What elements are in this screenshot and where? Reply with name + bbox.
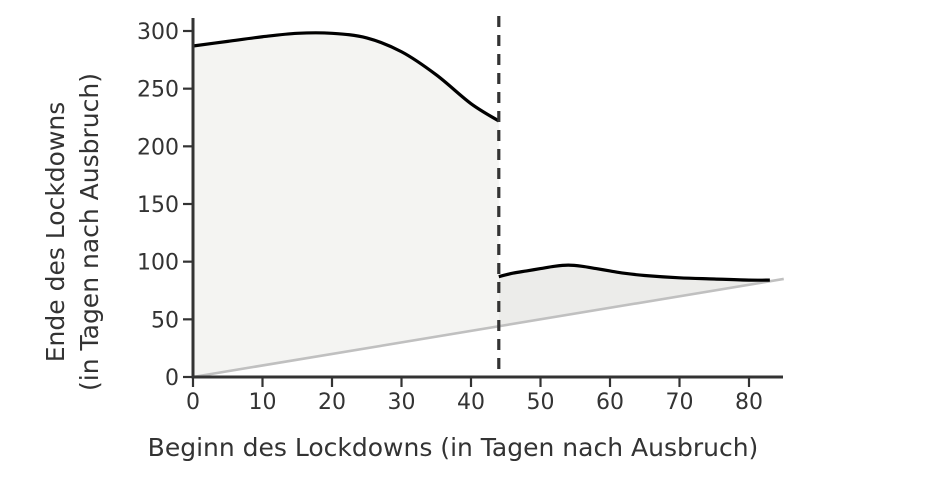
tick-marks bbox=[183, 29, 751, 387]
x-tick-label-20: 20 bbox=[318, 390, 346, 415]
shaded-regions bbox=[193, 32, 770, 378]
shaded-region-1 bbox=[193, 32, 499, 378]
diagonal-reference bbox=[192, 277, 784, 379]
curve-1 bbox=[192, 31, 500, 123]
y-axis-title-line-2: (in Tagen nach Ausbruch) bbox=[75, 73, 104, 391]
diagonal-line bbox=[192, 277, 784, 379]
x-tick-label-80: 80 bbox=[735, 390, 763, 415]
y-tick-label-0: 0 bbox=[165, 366, 179, 391]
y-tick-label-200: 200 bbox=[137, 135, 179, 160]
x-tick-label-40: 40 bbox=[457, 390, 485, 415]
y-tick-label-300: 300 bbox=[137, 20, 179, 45]
x-axis-title: Beginn des Lockdowns (in Tagen nach Ausb… bbox=[148, 433, 759, 462]
curve-lines bbox=[192, 31, 770, 282]
x-tick-label-60: 60 bbox=[596, 390, 624, 415]
shaded-region-2 bbox=[498, 265, 770, 327]
y-tick-label-50: 50 bbox=[151, 308, 179, 333]
x-tick-label-50: 50 bbox=[527, 390, 555, 415]
x-tick-label-30: 30 bbox=[388, 390, 416, 415]
axis-labels: 0 50 100 150 200 250 300 0 10 20 30 40 50 60 70 80 Begin… bbox=[41, 20, 763, 462]
y-tick-label-250: 250 bbox=[137, 78, 179, 103]
x-tick-label-70: 70 bbox=[666, 390, 694, 415]
x-tick-label-10: 10 bbox=[249, 390, 277, 415]
y-tick-label-150: 150 bbox=[137, 193, 179, 218]
curve-2 bbox=[498, 263, 770, 282]
x-tick-label-0: 0 bbox=[186, 390, 200, 415]
y-axis-title-line-1: Ende des Lockdowns bbox=[41, 102, 70, 363]
y-tick-label-100: 100 bbox=[137, 251, 179, 276]
